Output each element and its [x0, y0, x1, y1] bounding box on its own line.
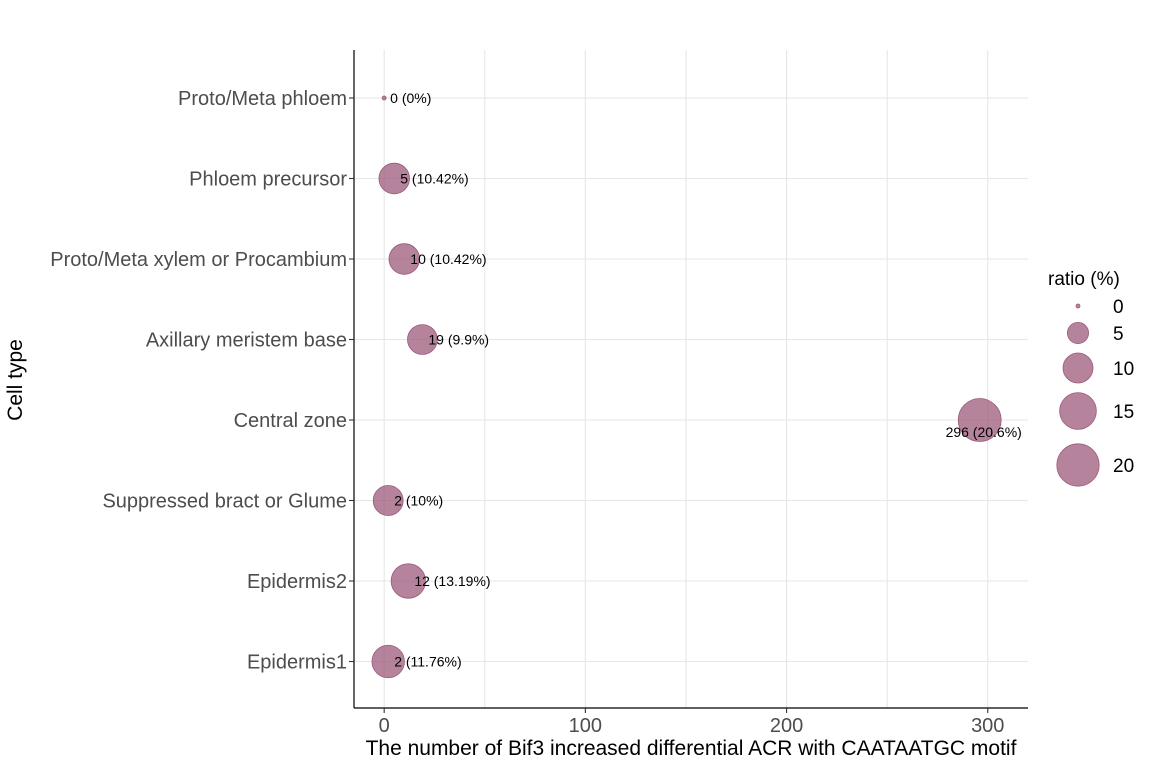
bubble-point	[372, 485, 404, 516]
legend-key	[1056, 443, 1100, 487]
x-tick-label: 100	[569, 715, 602, 737]
y-tick-label: Epidermis1	[247, 652, 347, 674]
bubble-point	[381, 95, 387, 101]
bubble-point	[407, 324, 438, 355]
bubble-point	[371, 644, 405, 679]
data-label: 19 (9.9%)	[428, 332, 489, 348]
legend-label: 15	[1113, 402, 1134, 423]
bubble-point	[957, 398, 1002, 442]
data-label: 0 (0%)	[390, 90, 431, 106]
data-label: 5 (10.42%)	[400, 171, 468, 187]
x-tick-label: 300	[971, 715, 1004, 737]
y-tick-label: Epidermis2	[247, 571, 347, 593]
legend-key	[1062, 352, 1094, 384]
y-tick-label: Central zone	[234, 410, 347, 432]
bubble-point	[390, 563, 426, 599]
legend-label: 0	[1113, 297, 1124, 318]
data-labels: 0 (0%) 5 (10.42%) 10 (10.42%) 19 (9.9%) 296 …	[390, 90, 1022, 670]
y-tick-label: Proto/Meta xylem or Procambium	[50, 249, 347, 271]
data-label: 2 (11.76%)	[394, 654, 461, 670]
y-tick-label: Suppressed bract or Glume	[102, 491, 347, 513]
bubbles	[371, 95, 1002, 679]
bubble-point	[388, 243, 420, 275]
data-label: 296 (20.6%)	[946, 424, 1022, 440]
grid	[354, 50, 1028, 708]
bubble-point	[378, 162, 410, 195]
x-tick-label: 200	[770, 715, 803, 737]
legend-key	[1059, 392, 1097, 430]
axes: 0 100 200 300 Proto/Meta phloem Phloem precur…	[50, 50, 1028, 737]
legend-key	[1075, 303, 1081, 309]
x-axis-title: The number of Bif3 increased differentia…	[366, 737, 1017, 760]
legend-label: 5	[1113, 324, 1124, 345]
data-label: 12 (13.19%)	[414, 573, 490, 589]
y-tick-label: Proto/Meta phloem	[178, 88, 347, 110]
legend-title: ratio (%)	[1048, 269, 1120, 290]
x-tick-label: 0	[379, 715, 390, 737]
y-axis-title: Cell type	[4, 339, 27, 421]
data-label: 10 (10.42%)	[410, 251, 486, 267]
legend-label: 10	[1113, 359, 1134, 380]
data-label: 2 (10%)	[394, 493, 443, 509]
y-tick-label: Phloem precursor	[189, 169, 347, 191]
y-tick-label: Axillary meristem base	[146, 330, 347, 352]
legend-key	[1067, 322, 1089, 344]
legend-label: 20	[1113, 456, 1134, 477]
legend: ratio (%) 0 5 10 15 20	[1048, 269, 1134, 487]
